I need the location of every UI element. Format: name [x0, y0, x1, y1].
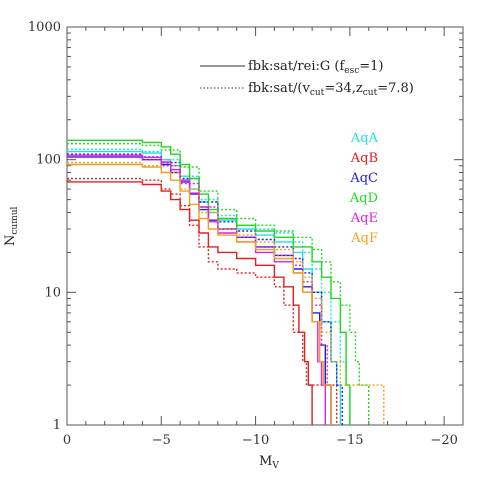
legend: fbk:sat/rei:G (fesc=1)fbk:sat/(vcut=34,z… — [200, 59, 414, 98]
legend-text-part: =1) — [359, 59, 383, 74]
x-tick-label: −10 — [242, 433, 269, 448]
legend-text-sub: esc — [344, 66, 359, 76]
legend-text-part: fbk:sat/(v — [248, 81, 310, 96]
x-tick-label: 0 — [63, 433, 71, 448]
x-axis-label-sub: V — [271, 461, 279, 471]
series-label-aqa: AqA — [350, 131, 379, 146]
series-line-aqd-dotted — [67, 143, 370, 425]
x-tick-label: −20 — [430, 433, 457, 448]
x-tick-label: −15 — [336, 433, 363, 448]
series-line-aqd-solid — [67, 139, 351, 425]
series-line-aqa-solid — [67, 150, 342, 425]
legend-label-dotted: fbk:sat/(vcut=34,zcut=7.8) — [248, 81, 414, 98]
series-line-aqe-dotted — [67, 156, 332, 425]
series-line-aqe-solid — [67, 154, 326, 425]
y-tick-label: 10 — [44, 285, 61, 300]
x-tick-label: −5 — [152, 433, 171, 448]
axis-ticks — [66, 27, 464, 426]
legend-label-solid: fbk:sat/rei:G (fesc=1) — [248, 59, 384, 76]
legend-text-sub: cut — [363, 88, 378, 98]
series-line-aqc-solid — [67, 156, 332, 425]
series-line-aqb-dotted — [67, 177, 338, 425]
series-label-aqc: AqC — [349, 171, 378, 186]
axis-tick-labels: 0 −5 −10 −15 −20 1 10 100 1000 — [28, 20, 458, 448]
legend-text-sub: cut — [310, 88, 325, 98]
series-label-aqd: AqD — [349, 191, 378, 206]
legend-text-part: =7.8) — [377, 81, 414, 96]
series-line-aqf-dotted — [67, 161, 385, 425]
y-tick-label: 1000 — [28, 20, 61, 35]
series-label-aqb: AqB — [350, 151, 378, 166]
series-label-aqf: AqF — [350, 231, 378, 246]
y-axis-label-main: N — [3, 235, 18, 246]
series-labels: AqA AqB AqC AqD AqE AqF — [349, 131, 379, 246]
y-axis-label: Ncumul — [3, 206, 20, 246]
series-label-aqe: AqE — [350, 211, 378, 226]
y-tick-label: 100 — [36, 153, 61, 168]
legend-text-part: =34,z — [324, 81, 363, 96]
plot-area — [66, 26, 464, 426]
y-tick-label: 1 — [53, 418, 61, 433]
y-axis-label-sub: cumul — [10, 206, 20, 234]
x-axis-label: MV — [259, 454, 279, 471]
series-line-aqb-solid — [67, 181, 313, 425]
series-lines — [67, 139, 385, 425]
legend-text-part: fbk:sat/rei:G (f — [248, 59, 345, 74]
series-line-aqc-dotted — [67, 153, 343, 425]
x-axis-label-main: M — [259, 454, 272, 469]
